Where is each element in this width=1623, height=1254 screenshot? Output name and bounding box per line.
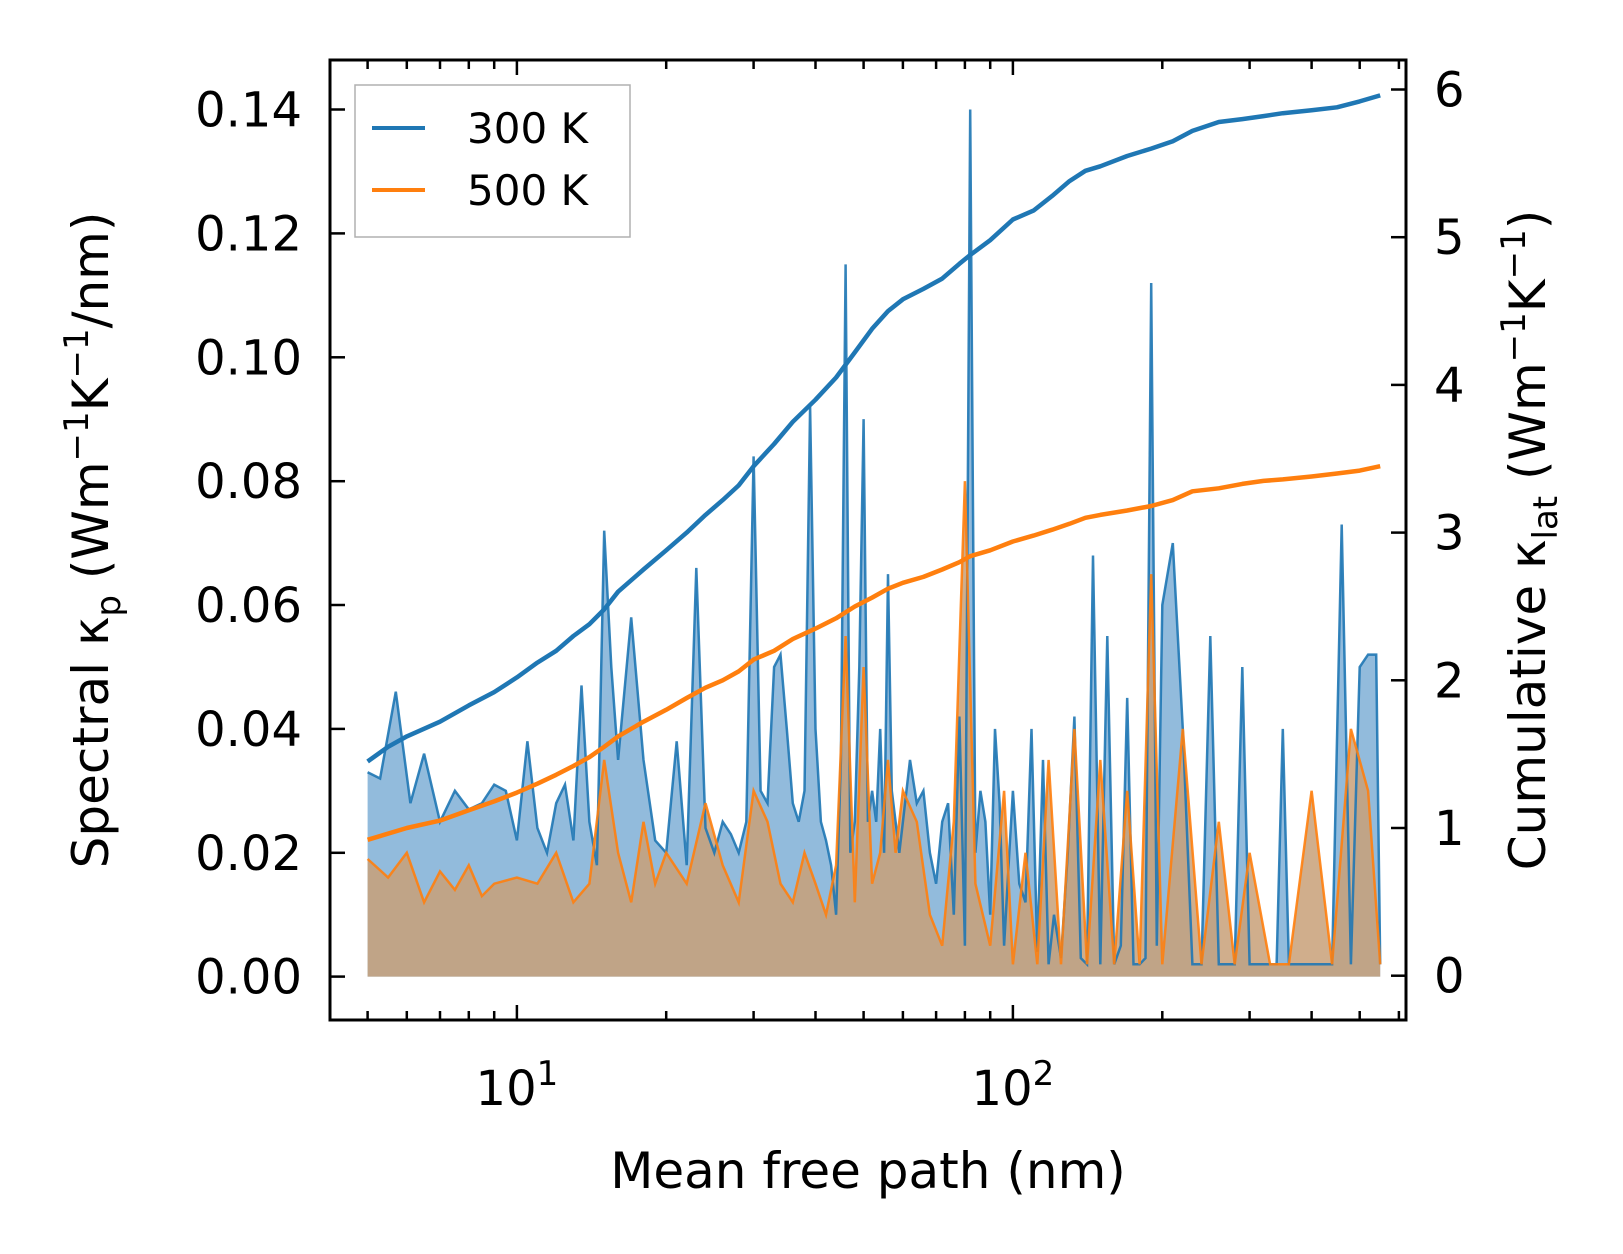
y-left-tick-label: 0.04 bbox=[195, 702, 302, 758]
legend-label-500k: 500 K bbox=[467, 166, 590, 215]
y-left-tick-label: 0.06 bbox=[195, 578, 302, 634]
tick-label-layer: 101 102 0.00 0.02 0.04 0.06 0.08 0.10 0.12 0.14 0 1… bbox=[195, 63, 1464, 1118]
plot-area bbox=[366, 93, 1382, 977]
y-right-tick-label: 3 bbox=[1434, 506, 1465, 562]
y-axis-left-title: Spectral κp (Wm−1K−1/nm) bbox=[57, 212, 129, 869]
y-left-tick-label: 0.08 bbox=[195, 454, 302, 510]
y-right-tick-label: 4 bbox=[1434, 358, 1465, 414]
legend-label-300k: 300 K bbox=[467, 104, 590, 153]
y-left-tick-label: 0.02 bbox=[195, 826, 302, 882]
x-tick-label: 102 bbox=[972, 1054, 1055, 1117]
spectral-line-500k bbox=[366, 481, 1382, 966]
x-axis-title: Mean free path (nm) bbox=[610, 1142, 1126, 1200]
y-right-tick-label: 1 bbox=[1434, 801, 1465, 857]
y-right-tick-label: 2 bbox=[1434, 653, 1465, 709]
legend: 300 K 500 K bbox=[354, 84, 631, 238]
plot-frame bbox=[328, 58, 1408, 1022]
cumulative-line-300k bbox=[366, 93, 1381, 764]
x-tick-label: 101 bbox=[476, 1054, 559, 1117]
y-left-tick-label: 0.00 bbox=[195, 950, 302, 1006]
spectral-fill-layer bbox=[367, 109, 1381, 977]
y-right-tick-label: 5 bbox=[1434, 210, 1465, 266]
cumulative-line-layer bbox=[366, 93, 1381, 842]
spectral-fill-500k bbox=[367, 481, 1381, 977]
legend-frame bbox=[354, 84, 631, 238]
y-left-tick-label: 0.12 bbox=[195, 206, 302, 262]
y-left-tick-label: 0.10 bbox=[195, 330, 302, 386]
y-right-tick-label: 6 bbox=[1434, 63, 1465, 119]
y-right-tick-label: 0 bbox=[1434, 949, 1465, 1005]
y-left-tick-label: 0.14 bbox=[195, 83, 302, 139]
spectral-fill-300k bbox=[367, 109, 1381, 977]
cumulative-line-500k bbox=[366, 464, 1381, 842]
y-axis-right-title: Cumulative κlat (Wm−1K−1) bbox=[1494, 210, 1566, 870]
